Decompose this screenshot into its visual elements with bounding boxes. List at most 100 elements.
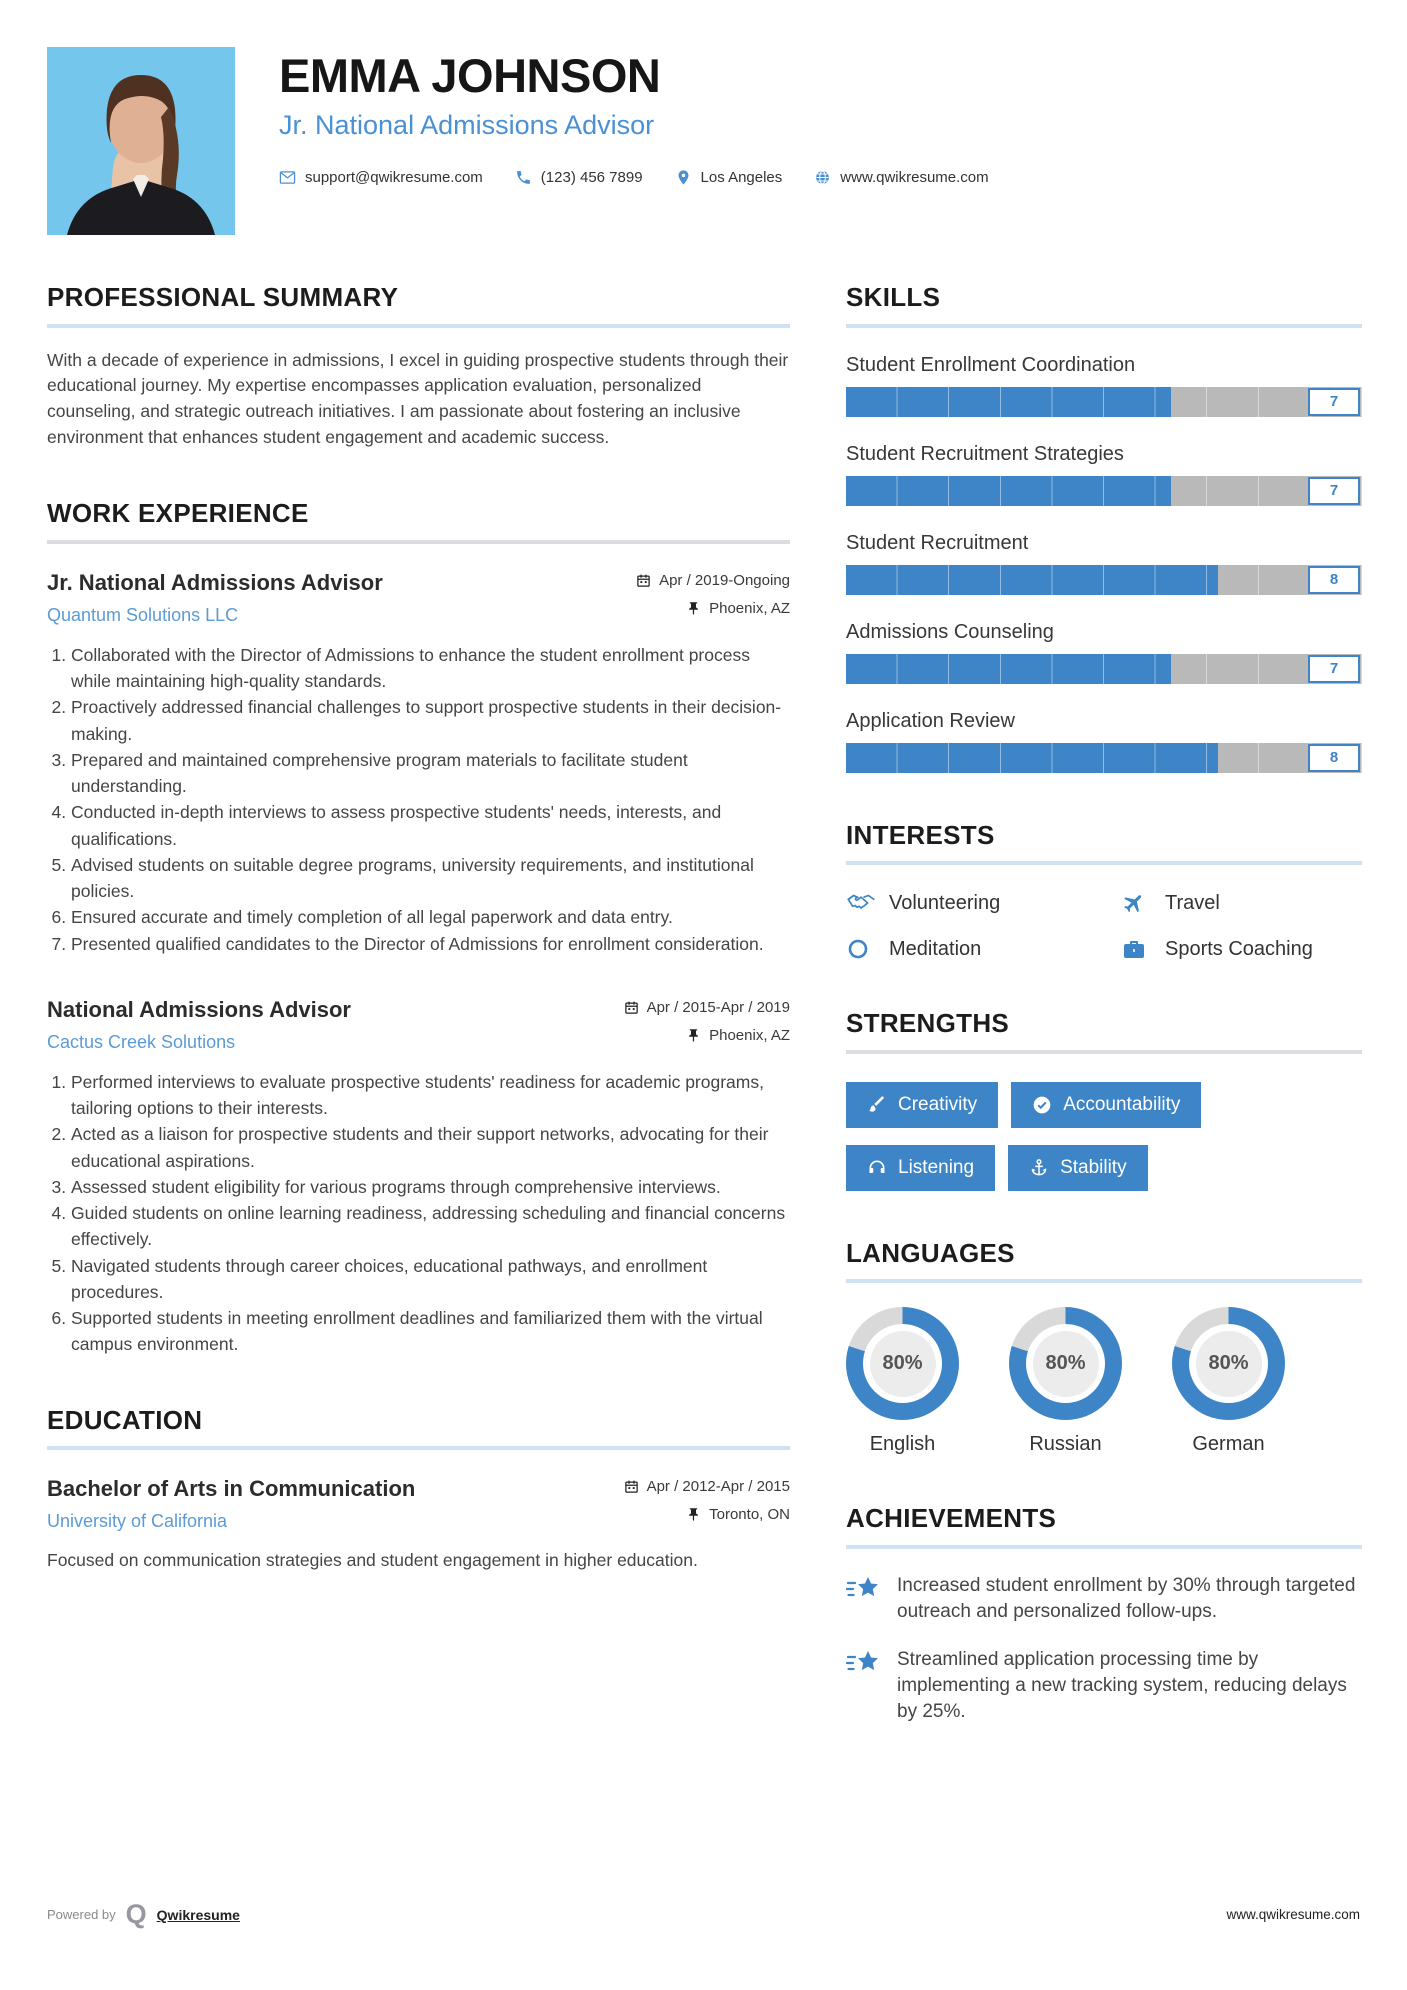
globe-icon <box>816 170 830 185</box>
education-header: Bachelor of Arts in Communication Univer… <box>47 1476 790 1532</box>
interest-label: Meditation <box>889 937 982 960</box>
section-heading: STRENGTHS <box>846 1008 1010 1039</box>
section-interests: INTERESTS Volunteering <box>846 819 1362 962</box>
skill-item: Admissions Counseling 7 <box>846 621 1362 684</box>
job-bullet: Guided students on online learning readi… <box>71 1200 790 1253</box>
profile-photo-illustration <box>47 47 235 235</box>
circle-icon <box>846 937 876 961</box>
section-heading: PROFESSIONAL SUMMARY <box>47 282 399 312</box>
skill-bar: 7 <box>846 475 1362 506</box>
skill-item: Application Review 8 <box>846 710 1362 773</box>
job-bullet: Proactively addressed financial challeng… <box>71 694 790 747</box>
job-location: Phoenix, AZ <box>624 1027 790 1044</box>
headphones-icon <box>869 1160 885 1173</box>
strength-pill: Accountability <box>1011 1081 1202 1128</box>
interest-item: Travel <box>1122 891 1362 915</box>
language-donut: 80% <box>1172 1307 1285 1421</box>
job-location-text: Phoenix, AZ <box>709 1026 790 1044</box>
job-header: Jr. National Admissions Advisor Quantum … <box>47 570 790 626</box>
interest-label: Travel <box>1164 891 1220 914</box>
education-location-text: Toronto, ON <box>709 1506 790 1524</box>
language-donut: 80% <box>1009 1307 1122 1421</box>
section-strengths: STRENGTHS Creativity Account <box>846 1009 1362 1191</box>
right-column: SKILLS Student Enrollment Coordination 7… <box>846 283 1362 1725</box>
language-percent: 80% <box>1195 1330 1262 1397</box>
job-bullet: Presented qualified candidates to the Di… <box>71 931 790 957</box>
pushpin-icon <box>689 1508 698 1521</box>
candidate-name: EMMA JOHNSON <box>279 49 661 102</box>
education-entry: Bachelor of Arts in Communication Univer… <box>47 1476 790 1573</box>
language-label: English <box>869 1433 936 1456</box>
job-location: Phoenix, AZ <box>636 600 790 617</box>
job-bullet: Navigated students through career choice… <box>71 1253 790 1306</box>
left-column: PROFESSIONAL SUMMARY With a decade of ex… <box>47 283 790 1725</box>
donut-hole: 80% <box>1026 1324 1105 1404</box>
calendar-icon <box>624 1480 638 1493</box>
strengths-row: Creativity Accountability <box>846 1081 1362 1128</box>
section-divider <box>846 1544 1362 1549</box>
calendar-icon <box>624 1001 638 1014</box>
achievement-item: Increased student enrollment by 30% thro… <box>846 1573 1362 1625</box>
email-icon <box>279 171 296 185</box>
job-bullet: Assessed student eligibility for various… <box>71 1174 790 1200</box>
skill-item: Student Recruitment Strategies 7 <box>846 443 1362 506</box>
achievement-text: Streamlined application processing time … <box>897 1649 1347 1723</box>
skill-bar: 8 <box>846 564 1362 595</box>
briefcase-icon <box>1122 937 1152 961</box>
section-divider <box>846 861 1362 866</box>
language-item: 80% English <box>846 1307 959 1456</box>
interest-item: Sports Coaching <box>1122 937 1362 961</box>
job-company-link: Quantum Solutions LLC <box>47 604 239 625</box>
language-label: German <box>1192 1433 1265 1456</box>
section-divider <box>846 1279 1362 1284</box>
shooting-star-icon <box>846 1576 878 1597</box>
section-heading: INTERESTS <box>846 819 995 850</box>
job-bullet: Ensured accurate and timely completion o… <box>71 904 790 930</box>
skill-value-badge: 7 <box>1308 654 1360 683</box>
skill-bar: 7 <box>846 653 1362 684</box>
anchor-icon <box>1031 1158 1047 1176</box>
skill-label: Student Enrollment Coordination <box>846 353 1136 376</box>
strength-label: Accountability <box>1063 1093 1181 1115</box>
location-pin-icon <box>678 170 689 185</box>
check-circle-icon <box>1033 1096 1051 1114</box>
main-content: PROFESSIONAL SUMMARY With a decade of ex… <box>0 283 1407 1725</box>
footer-website-link[interactable]: www.qwikresume.com <box>1226 1907 1360 1922</box>
job-dates-text: Apr / 2019-Ongoing <box>659 571 790 589</box>
skill-bar-fill <box>846 564 1218 595</box>
job-title-block: Jr. National Admissions Advisor Quantum … <box>47 570 383 626</box>
qwikresume-logo-icon: Q <box>125 1899 147 1929</box>
section-divider <box>47 1446 790 1451</box>
contact-email-text: support@qwikresume.com <box>305 169 483 187</box>
job-dates: Apr / 2015-Apr / 2019 <box>624 999 790 1016</box>
language-label: Russian <box>1029 1433 1102 1456</box>
section-work-experience: WORK EXPERIENCE Jr. National Admissions … <box>47 499 790 1357</box>
footer: Powered by Q Qwikresume www.qwikresume.c… <box>47 1901 1360 1928</box>
education-location: Toronto, ON <box>624 1506 790 1523</box>
section-divider <box>846 323 1362 328</box>
summary-text: With a decade of experience in admission… <box>47 349 789 448</box>
job-meta: Apr / 2015-Apr / 2019 Phoenix, AZ <box>624 997 790 1044</box>
handshake-icon <box>846 891 876 915</box>
pushpin-icon <box>689 602 698 615</box>
section-heading: EDUCATION <box>47 1404 203 1435</box>
skill-label: Application Review <box>846 709 1015 732</box>
paintbrush-icon <box>869 1095 885 1112</box>
contact-phone-text: (123) 456 7899 <box>540 169 643 187</box>
contact-website: www.qwikresume.com <box>814 169 989 186</box>
job-entry: Jr. National Admissions Advisor Quantum … <box>47 570 790 957</box>
section-heading: ACHIEVEMENTS <box>846 1503 1057 1534</box>
education-title-block: Bachelor of Arts in Communication Univer… <box>47 1476 415 1532</box>
section-languages: LANGUAGES 80% English <box>846 1239 1362 1457</box>
header: EMMA JOHNSON Jr. National Admissions Adv… <box>0 0 1407 235</box>
qwikresume-link[interactable]: Qwikresume <box>156 1906 240 1923</box>
section-heading: LANGUAGES <box>846 1237 1015 1268</box>
header-text-block: EMMA JOHNSON Jr. National Admissions Adv… <box>279 47 989 235</box>
job-dates-text: Apr / 2015-Apr / 2019 <box>646 998 790 1016</box>
job-dates: Apr / 2019-Ongoing <box>636 572 790 589</box>
strength-label: Stability <box>1060 1156 1127 1178</box>
section-education: EDUCATION Bachelor of Arts in Communicat… <box>47 1404 790 1574</box>
skill-label: Student Recruitment Strategies <box>846 442 1124 465</box>
language-percent: 80% <box>1032 1330 1099 1397</box>
strength-pill: Listening <box>846 1144 996 1191</box>
